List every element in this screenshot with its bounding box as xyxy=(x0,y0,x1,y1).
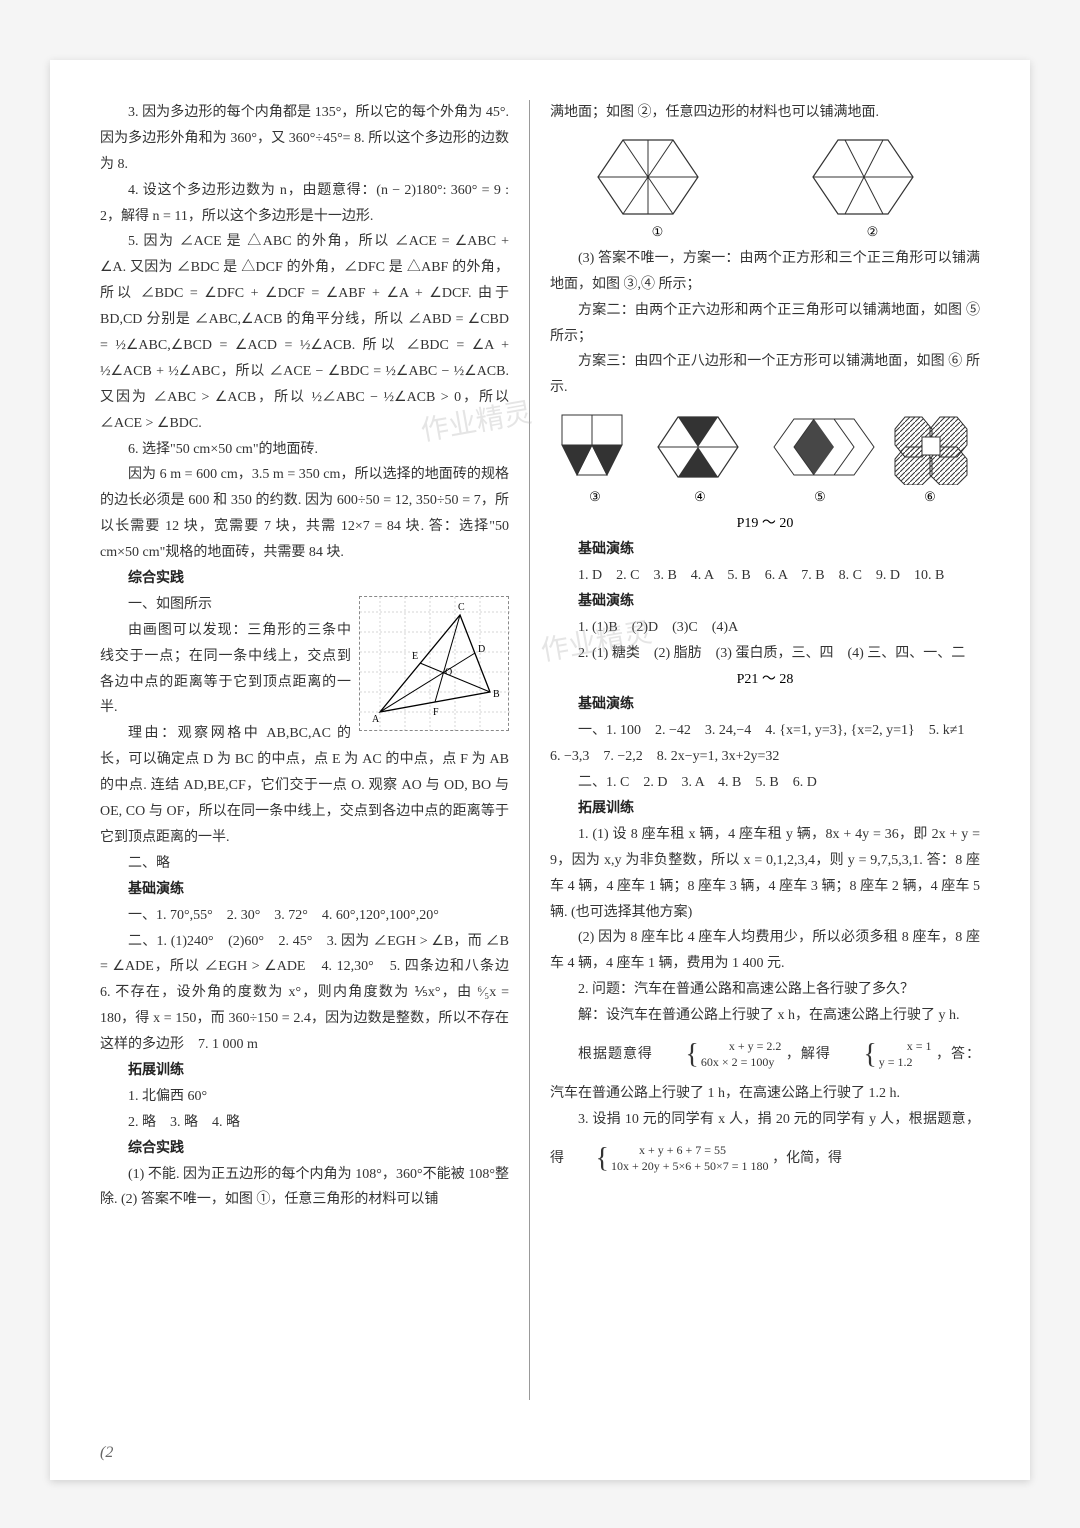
zonghe-shijian-2-title: 综合实践 xyxy=(100,1136,509,1162)
tiling-fig-3-icon xyxy=(550,407,640,485)
equation-system-1: x + y = 2.2 60x × 2 = 100y xyxy=(657,1029,781,1081)
page-number: 2 xyxy=(100,1444,113,1462)
column-divider xyxy=(529,100,530,1400)
triangle-medians-icon: A B C D E F O xyxy=(360,597,510,732)
sys1-row-b: 60x × 2 = 100y xyxy=(701,1055,775,1069)
tiling-fig-4-icon xyxy=(640,407,760,485)
label-5: ⑤ xyxy=(760,489,880,505)
problem-5: 5. 因为 ∠ACE 是 △ABC 的外角，所以 ∠ACE = ∠ABC + ∠… xyxy=(100,229,509,436)
problem-6: 6. 选择"50 cm×50 cm"的地面砖. xyxy=(100,437,509,463)
scheme-2: 方案二：由两个正六边形和两个正三角形可以铺满地面，如图 ⑤ 所示； xyxy=(550,298,980,350)
tzxl2-3-post: ，化简，得 xyxy=(772,1151,842,1166)
page-number-value: 2 xyxy=(105,1444,113,1461)
tzxl2-2: 2. 问题：汽车在普通公路和高速公路上各行驶了多久？ xyxy=(550,977,980,1003)
tzxl-2: 2. 略 3. 略 4. 略 xyxy=(100,1110,509,1136)
scheme-1: (3) 答案不唯一，方案一：由两个正方形和三个正三角形可以铺满地面，如图 ③,④… xyxy=(550,246,980,298)
tiling-labels-row-1: ① ② xyxy=(550,224,980,240)
two-column-layout: 3. 因为多边形的每个内角都是 135°，所以它的每个外角为 45°. 因为多边… xyxy=(100,100,980,1400)
svg-text:C: C xyxy=(458,602,465,613)
triangle-grid-figure: A B C D E F O xyxy=(359,596,509,731)
label-2: ② xyxy=(783,224,963,240)
tiling-labels-row-2: ③ ④ ⑤ ⑥ xyxy=(550,489,980,505)
page-range-2: P21 ～ 28 xyxy=(550,667,980,693)
equation-system-2: x = 1 y = 1.2 xyxy=(835,1029,931,1081)
sys2-row-b: y = 1.2 xyxy=(879,1055,913,1069)
tzxl2-2c: 根据题意得 x + y = 2.2 60x × 2 = 100y ，解得 x =… xyxy=(550,1029,980,1107)
sys3-row-b: 10x + 20y + 5×6 + 50×7 = 1 180 xyxy=(611,1159,769,1173)
tzxl2-1: 1. (1) 设 8 座车租 x 辆，4 座车租 y 辆，8x + 4y = 3… xyxy=(550,822,980,926)
svg-text:D: D xyxy=(478,644,485,655)
tuozhan-xunlian-title: 拓展训练 xyxy=(100,1058,509,1084)
sys-pre: 根据题意得 xyxy=(578,1047,653,1062)
problem-6b: 因为 6 m = 600 cm，3.5 m = 350 cm，所以选择的地面砖的… xyxy=(100,462,509,566)
jcyl-answers-2: 二、1. (1)240° (2)60° 2. 45° 3. 因为 ∠EGH > … xyxy=(100,929,509,1058)
tzxl2-2b: 解：设汽车在普通公路上行驶了 x h，在高速公路上行驶了 y h. xyxy=(550,1003,980,1029)
label-3: ③ xyxy=(550,489,640,505)
tzxl-1: 1. 北偏西 60° xyxy=(100,1084,509,1110)
sys-mid: ，解得 xyxy=(786,1047,831,1062)
document-page: 3. 因为多边形的每个内角都是 135°，所以它的每个外角为 45°. 因为多边… xyxy=(50,60,1030,1480)
tzxl2-title: 拓展训练 xyxy=(550,796,980,822)
hexagon-triangles-icon xyxy=(568,132,748,222)
jcyl2-title: 基础演练 xyxy=(550,537,980,563)
tzxl2-3: 3. 设捐 10 元的同学有 x 人，捐 20 元的同学有 y 人，根据题意，得… xyxy=(550,1107,980,1185)
sys3-row-a: x + y + 6 + 7 = 55 xyxy=(639,1143,726,1157)
jcyl-answers-1: 一、1. 70°,55° 2. 30° 3. 72° 4. 60°,120°,1… xyxy=(100,903,509,929)
top-continuation: 满地面；如图 ②，任意四边形的材料也可以铺满地面. xyxy=(550,100,980,126)
jcyl4-1: 一、1. 100 2. −42 3. 24,−4 4. {x=1, y=3}, … xyxy=(550,718,980,770)
zhsj2-1: (1) 不能. 因为正五边形的每个内角为 108°，360°不能被 108°整除… xyxy=(100,1162,509,1214)
label-4: ④ xyxy=(640,489,760,505)
hexagon-quads-icon xyxy=(783,132,963,222)
jcyl4-title: 基础演练 xyxy=(550,692,980,718)
svg-text:A: A xyxy=(372,714,380,725)
problem-3: 3. 因为多边形的每个内角都是 135°，所以它的每个外角为 45°. 因为多边… xyxy=(100,100,509,178)
svg-text:B: B xyxy=(493,689,500,700)
problem-4: 4. 设这个多边形边数为 n，由题意得：(n − 2)180°: 360° = … xyxy=(100,178,509,230)
label-1: ① xyxy=(568,224,748,240)
left-column: 3. 因为多边形的每个内角都是 135°，所以它的每个外角为 45°. 因为多边… xyxy=(100,100,509,1400)
sys2-row-a: x = 1 xyxy=(907,1039,932,1053)
svg-text:F: F xyxy=(433,707,439,718)
svg-text:E: E xyxy=(412,651,418,662)
jcyl3-1: 1. (1)B (2)D (3)C (4)A xyxy=(550,615,980,641)
tiling-figures-row-2 xyxy=(550,407,980,485)
jcyl3-title: 基础演练 xyxy=(550,589,980,615)
tiling-figures-row-1 xyxy=(550,132,980,222)
tzxl2-1b: (2) 因为 8 座车比 4 座车人均费用少，所以必须多租 8 座车，8 座车 … xyxy=(550,925,980,977)
zhsj-2: 二、略 xyxy=(100,851,509,877)
sys1-row-a: x + y = 2.2 xyxy=(729,1039,782,1053)
jcyl4-2: 二、1. C 2. D 3. A 4. B 5. B 6. D xyxy=(550,770,980,796)
jcyl3-2: 2. (1) 糖类 (2) 脂肪 (3) 蛋白质，三、四 (4) 三、四、一、二 xyxy=(550,641,980,667)
label-6: ⑥ xyxy=(880,489,980,505)
right-column: 满地面；如图 ②，任意四边形的材料也可以铺满地面. ① xyxy=(550,100,980,1400)
svg-text:O: O xyxy=(445,667,452,678)
tiling-fig-5-icon xyxy=(760,407,880,485)
zonghe-shijian-title: 综合实践 xyxy=(100,566,509,592)
jcyl2-answers: 1. D 2. C 3. B 4. A 5. B 6. A 7. B 8. C … xyxy=(550,563,980,589)
scheme-3: 方案三：由四个正八边形和一个正方形可以铺满地面，如图 ⑥ 所示. xyxy=(550,349,980,401)
page-range-1: P19 ～ 20 xyxy=(550,511,980,537)
tiling-fig-6-icon xyxy=(880,407,980,485)
jichu-yanlian-title: 基础演练 xyxy=(100,877,509,903)
equation-system-3: x + y + 6 + 7 = 55 10x + 20y + 5×6 + 50×… xyxy=(568,1133,769,1185)
zhsj-1c: 理由：观察网格中 AB,BC,AC 的长，可以确定点 D 为 BC 的中点，点 … xyxy=(100,721,509,850)
